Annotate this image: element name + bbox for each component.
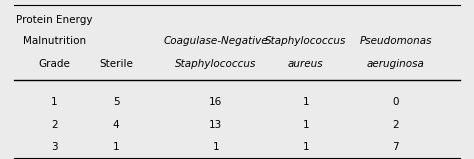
Text: Pseudomonas: Pseudomonas — [360, 36, 432, 46]
Text: 4: 4 — [113, 120, 119, 130]
Text: 1: 1 — [302, 120, 309, 130]
Text: 1: 1 — [113, 142, 119, 152]
Text: 7: 7 — [392, 142, 399, 152]
Text: Coagulase-Negative: Coagulase-Negative — [164, 36, 268, 46]
Text: 2: 2 — [51, 120, 58, 130]
Text: 3: 3 — [51, 142, 58, 152]
Text: aureus: aureus — [288, 59, 324, 69]
Text: 1: 1 — [302, 142, 309, 152]
Text: 2: 2 — [392, 120, 399, 130]
Text: Grade: Grade — [38, 59, 71, 69]
Text: 5: 5 — [113, 97, 119, 107]
Text: aeruginosa: aeruginosa — [367, 59, 425, 69]
Text: 0: 0 — [392, 97, 399, 107]
Text: 1: 1 — [302, 97, 309, 107]
Text: Malnutrition: Malnutrition — [23, 36, 86, 46]
Text: Sterile: Sterile — [99, 59, 133, 69]
Text: 1: 1 — [51, 97, 58, 107]
Text: Staphylococcus: Staphylococcus — [175, 59, 256, 69]
Text: 13: 13 — [209, 120, 222, 130]
Text: 1: 1 — [212, 142, 219, 152]
Text: 16: 16 — [209, 97, 222, 107]
Text: Staphylococcus: Staphylococcus — [265, 36, 346, 46]
Text: Protein Energy: Protein Energy — [16, 15, 93, 25]
